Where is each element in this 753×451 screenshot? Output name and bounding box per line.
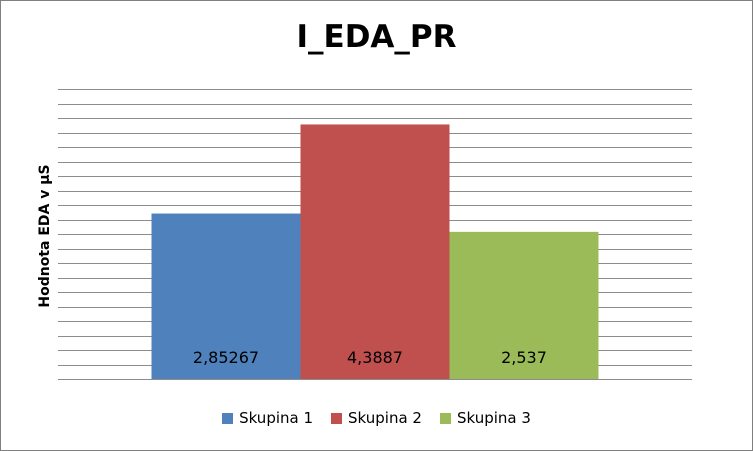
bars xyxy=(151,124,599,379)
legend: Skupina 1 Skupina 2 Skupina 3 xyxy=(1,409,752,427)
legend-label-3: Skupina 3 xyxy=(456,409,531,427)
legend-item-skupina-3: Skupina 3 xyxy=(439,409,531,427)
legend-swatch-1 xyxy=(222,412,234,424)
legend-swatch-3 xyxy=(439,412,451,424)
legend-label-1: Skupina 1 xyxy=(239,409,314,427)
data-labels: 2,85267 4,3887 2,537 xyxy=(193,348,547,367)
legend-item-skupina-2: Skupina 2 xyxy=(331,409,422,427)
legend-item-skupina-1: Skupina 1 xyxy=(222,409,313,427)
bar-1 xyxy=(151,213,301,379)
legend-swatch-2 xyxy=(331,412,343,424)
bar-2 xyxy=(300,124,450,379)
legend-label-2: Skupina 2 xyxy=(348,409,422,427)
bar-value-label-1: 2,85267 xyxy=(193,348,259,367)
bar-value-label-2: 4,3887 xyxy=(347,348,403,367)
bar-3 xyxy=(449,231,599,379)
bar-value-label-3: 2,537 xyxy=(501,348,547,367)
chart-title: I_EDA_PR xyxy=(296,19,457,55)
